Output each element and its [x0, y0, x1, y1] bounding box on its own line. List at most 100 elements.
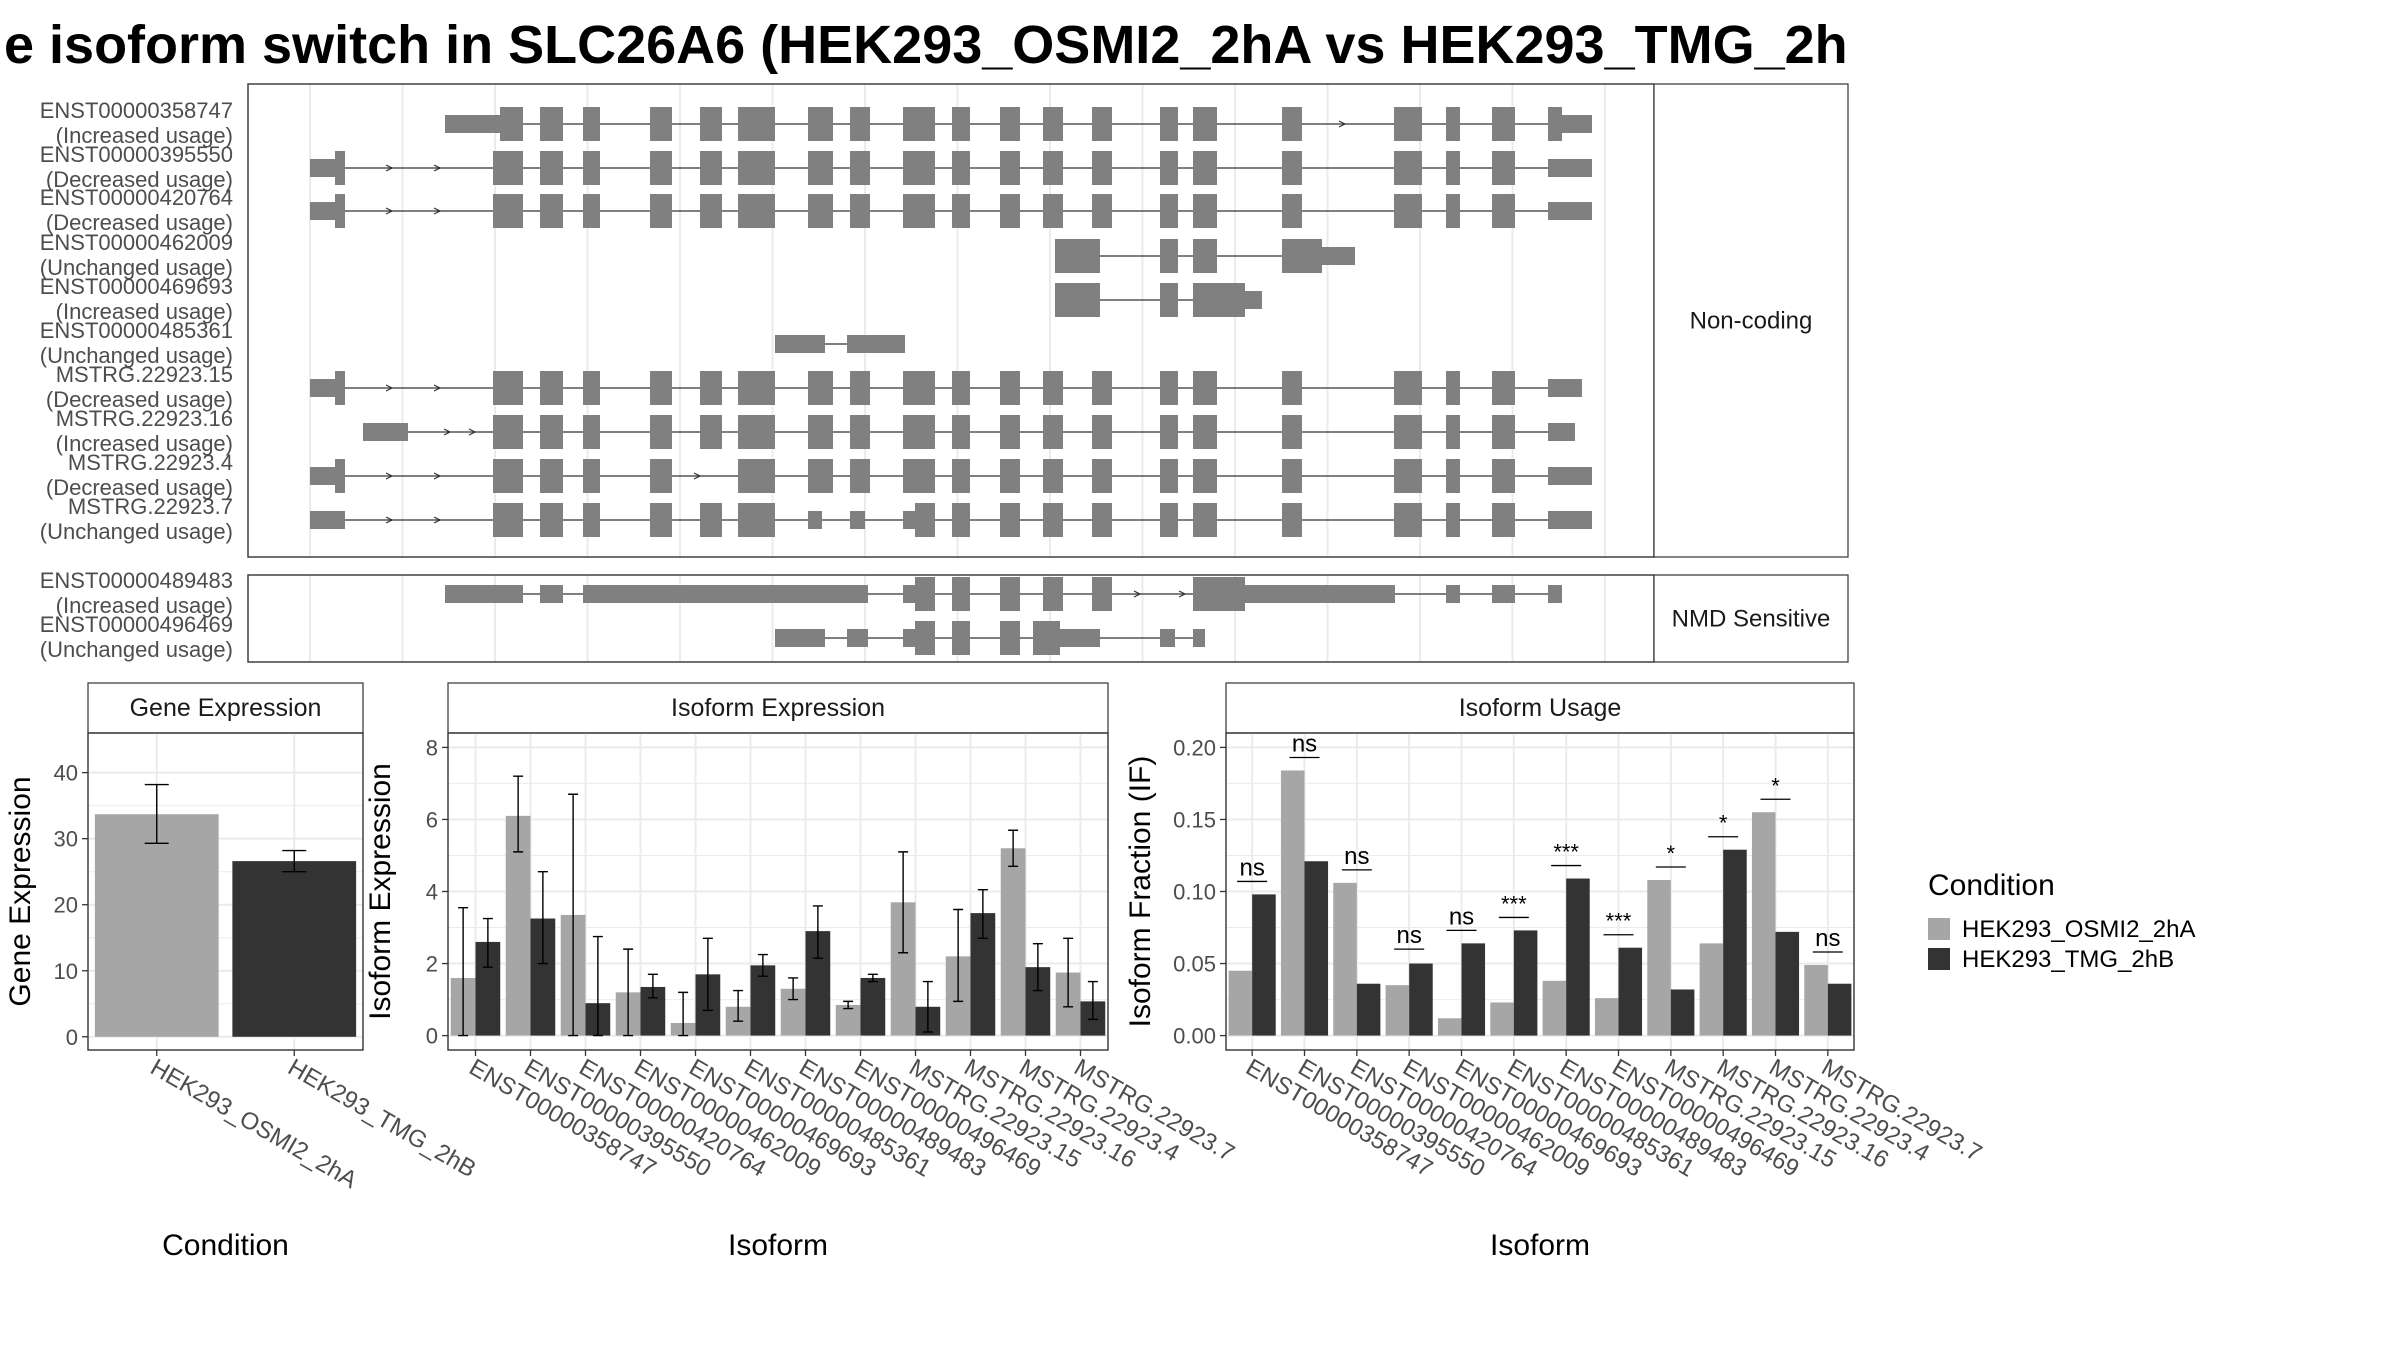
- exon: [335, 194, 345, 228]
- transcript-id-label: ENST00000496469: [40, 612, 233, 637]
- exon: [1000, 151, 1020, 185]
- strand-arrow: [1133, 590, 1142, 598]
- error-bar: [482, 917, 493, 968]
- error-bar: [843, 1000, 854, 1010]
- facet-strip: [1653, 83, 1849, 558]
- exon: [915, 503, 935, 537]
- exon: [1282, 194, 1302, 228]
- exon: [850, 415, 870, 449]
- y-tick-label: 2: [426, 952, 438, 977]
- exon: [1548, 585, 1562, 603]
- exon: [903, 151, 935, 185]
- exon: [1394, 107, 1422, 141]
- y-tick-label: 0.15: [1173, 807, 1216, 832]
- exon: [1548, 423, 1575, 441]
- transcript-id-label: ENST00000485361: [40, 318, 233, 343]
- error-bar: [568, 793, 579, 1037]
- exon: [915, 577, 935, 611]
- bar: [860, 977, 886, 1036]
- bar: [1490, 1002, 1514, 1036]
- exon: [738, 151, 775, 185]
- exon: [1492, 371, 1515, 405]
- y-tick-label: 30: [54, 827, 78, 852]
- exon: [650, 107, 672, 141]
- exon: [1043, 371, 1063, 405]
- bar: [1385, 985, 1410, 1036]
- significance-label: ns: [1815, 925, 1840, 952]
- transcript-usage-label: (Unchanged usage): [40, 343, 233, 368]
- transcript-id-label: ENST00000462009: [40, 230, 233, 255]
- exon: [1446, 194, 1460, 228]
- transcript-usage-label: (Decreased usage): [46, 210, 233, 235]
- exon: [1000, 503, 1020, 537]
- exon: [1446, 107, 1460, 141]
- significance-label: ***: [1501, 891, 1527, 916]
- exon: [1160, 629, 1175, 647]
- error-bar: [513, 775, 524, 853]
- exon: [540, 415, 563, 449]
- transcript-usage-label: (Unchanged usage): [40, 255, 233, 280]
- exon: [500, 107, 523, 141]
- exon: [903, 194, 935, 228]
- exon: [1043, 151, 1063, 185]
- exon: [1394, 459, 1422, 493]
- exon: [1282, 503, 1302, 537]
- exon: [1193, 107, 1217, 141]
- exon: [1446, 371, 1460, 405]
- transcript-row: ENST00000469693(Increased usage): [40, 274, 1262, 324]
- y-tick-label: 10: [54, 959, 78, 984]
- transcript-id-label: MSTRG.22923.15: [56, 362, 233, 387]
- exon: [1492, 503, 1515, 537]
- y-axis-title: Gene Expression: [4, 776, 37, 1006]
- error-bar: [1063, 937, 1074, 1008]
- strand-arrow: [385, 472, 394, 480]
- error-bar: [678, 991, 689, 1037]
- exon: [1282, 459, 1302, 493]
- exon: [540, 459, 563, 493]
- exon: [335, 151, 345, 185]
- error-bar: [922, 980, 933, 1033]
- y-tick-label: 6: [426, 807, 438, 832]
- strand-arrow: [1338, 120, 1347, 128]
- exon: [1394, 371, 1422, 405]
- exon: [1043, 459, 1063, 493]
- legend-swatch: [1928, 918, 1950, 940]
- strand-arrow: [433, 384, 442, 392]
- exon: [583, 371, 600, 405]
- exon: [1245, 585, 1395, 603]
- error-bar: [788, 977, 799, 1001]
- panel-title: Gene Expression: [130, 694, 322, 722]
- exon: [650, 415, 672, 449]
- exon: [540, 371, 563, 405]
- strand-arrow: [468, 428, 477, 436]
- exon: [650, 151, 672, 185]
- exon: [952, 415, 970, 449]
- exon: [1160, 194, 1178, 228]
- bar: [1304, 861, 1329, 1036]
- exon: [1394, 194, 1422, 228]
- exon: [540, 107, 563, 141]
- transcript-id-label: ENST00000395550: [40, 142, 233, 167]
- strand-arrow: [443, 428, 452, 436]
- panel-strip: [1225, 682, 1855, 734]
- transcript-row: MSTRG.22923.15(Decreased usage): [46, 362, 1582, 412]
- exon: [583, 503, 600, 537]
- exon: [1446, 415, 1460, 449]
- exon: [1000, 107, 1020, 141]
- exon: [952, 107, 970, 141]
- exon: [1446, 459, 1460, 493]
- exon: [650, 194, 672, 228]
- exon: [1492, 151, 1515, 185]
- transcript-usage-label: (Unchanged usage): [40, 519, 233, 544]
- exon: [1060, 629, 1100, 647]
- exon: [650, 371, 672, 405]
- significance-label: *: [1719, 811, 1728, 836]
- transcript-usage-label: (Unchanged usage): [40, 637, 233, 662]
- exon: [1160, 107, 1178, 141]
- legend-entry-label: HEK293_OSMI2_2hA: [1962, 916, 2195, 943]
- exon: [1492, 194, 1515, 228]
- exon: [1000, 621, 1020, 655]
- exon: [1092, 107, 1112, 141]
- exon: [700, 151, 722, 185]
